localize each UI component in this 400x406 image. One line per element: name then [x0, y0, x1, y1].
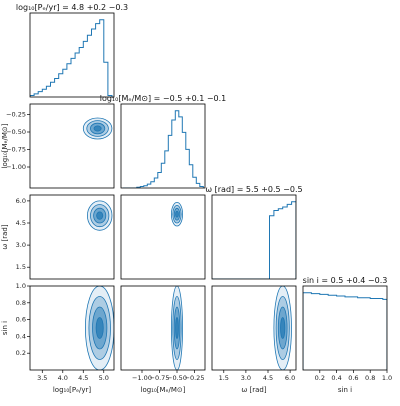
y-tick-label: 3.0 [16, 241, 26, 249]
y-axis-label-omega: ω [rad] [1, 224, 9, 249]
y-tick-label: −0.75 [6, 146, 26, 154]
panel-sini-log10_Pc: 3.5 4.0 4.5 5.0 log₁₀[Pₑ/yr] 0.2 0.4 0.6 0.8 1.0 s… [1, 282, 115, 394]
x-tick-label: −0.25 [185, 374, 205, 382]
y-tick-label: 1.0 [16, 282, 26, 290]
x-tick-label: 0.6 [348, 374, 358, 382]
y-tick-label: −1.00 [6, 163, 26, 171]
y-tick-label: 0.8 [16, 299, 26, 307]
panel-frame [29, 103, 115, 189]
y-tick-label: 0.6 [16, 316, 26, 324]
panel-sini-sini: 0.2 0.4 0.6 0.8 1.0 sin i [302, 285, 392, 394]
x-tick-label: 5.0 [99, 374, 109, 382]
y-axis-label-log10_Mc: log₁₀[Mₑ/M⊙] [1, 123, 9, 168]
y-tick-label: −0.25 [6, 111, 26, 119]
histogram-log10_Mc [122, 110, 204, 188]
panels-layer: −1.00−0.75−0.50−0.25log₁₀[Mₑ/M⊙]1.53.04.… [1, 12, 392, 394]
x-tick-label: 4.5 [78, 374, 88, 382]
panel-log10_Mc-log10_Pc: −1.00 −0.75 −0.50 −0.25 log₁₀[Mₑ/M⊙] [1, 103, 115, 189]
x-axis-label-log10_Mc: log₁₀[Mₑ/M⊙] [141, 386, 186, 394]
title-log10_Mc: log₁₀[Mₑ/M⊙] = −0.5 +0.1 −0.1 [100, 94, 227, 103]
titles-layer: log₁₀[Pₑ/yr] = 4.8 +0.2 −0.3 log₁₀[Mₑ/M⊙]… [16, 3, 387, 285]
contour-level-4 [96, 211, 104, 220]
x-tick-label: −0.75 [150, 374, 170, 382]
x-axis-label-sini: sin i [338, 386, 352, 394]
contour-level-4 [175, 210, 179, 218]
histogram-log10_Pc [30, 19, 113, 97]
panel-frame [120, 194, 206, 280]
x-tick-label: 1.0 [382, 374, 392, 382]
contour-level-4 [175, 317, 179, 339]
x-axis-label-omega: ω [rad] [241, 386, 266, 394]
y-tick-label: 1.5 [16, 263, 26, 271]
x-tick-label: 3.0 [241, 374, 251, 382]
title-sini: sin i = 0.5 +0.4 −0.3 [303, 276, 388, 285]
panel-sini-log10_Mc: −1.00−0.75−0.50−0.25 log₁₀[Mₑ/M⊙] [120, 285, 206, 394]
panel-omega-log10_Pc: 1.5 3.0 4.5 6.0 ω [rad] [1, 194, 115, 280]
contour-level-4 [95, 317, 104, 339]
x-tick-label: 0.2 [315, 374, 325, 382]
panel-frame [211, 285, 297, 371]
panel-frame [29, 194, 115, 280]
panel-log10_Pc-log10_Pc [29, 12, 115, 98]
x-tick-label: 6.0 [285, 374, 295, 382]
panel-omega-log10_Mc [120, 194, 206, 280]
contour-level-4 [93, 125, 102, 132]
panel-frame [29, 12, 115, 98]
x-tick-label: −1.00 [132, 374, 152, 382]
y-tick-label: −0.50 [6, 128, 26, 136]
histogram-sini [303, 292, 387, 370]
x-tick-label: 0.8 [365, 374, 375, 382]
x-tick-label: −0.50 [167, 374, 187, 382]
y-tick-label: 6.0 [16, 197, 26, 205]
x-axis-label-log10_Pc: log₁₀[Pₑ/yr] [53, 386, 92, 394]
panel-frame [302, 285, 388, 371]
panel-omega-omega [211, 194, 297, 280]
contour-level-4 [280, 317, 286, 339]
panel-frame [211, 194, 297, 280]
y-tick-label: 4.5 [16, 219, 26, 227]
title-log10_Pc: log₁₀[Pₑ/yr] = 4.8 +0.2 −0.3 [16, 3, 128, 12]
panel-frame [29, 285, 115, 371]
x-tick-label: 0.4 [331, 374, 341, 382]
y-axis-label-sini: sin i [1, 321, 9, 335]
panel-frame [120, 103, 206, 189]
histogram-omega [212, 201, 296, 279]
x-tick-label: 1.5 [219, 374, 229, 382]
x-tick-label: 4.5 [263, 374, 273, 382]
y-tick-label: 0.2 [16, 349, 26, 357]
x-tick-label: 4.0 [58, 374, 68, 382]
panel-frame [120, 285, 206, 371]
x-tick-label: 3.5 [37, 374, 47, 382]
panel-log10_Mc-log10_Mc [120, 103, 206, 189]
title-omega: ω [rad] = 5.5 +0.5 −0.5 [205, 185, 302, 194]
panel-sini-omega: 1.5 3.0 4.5 6.0 ω [rad] [211, 285, 297, 394]
y-tick-label: 0.4 [16, 332, 26, 340]
